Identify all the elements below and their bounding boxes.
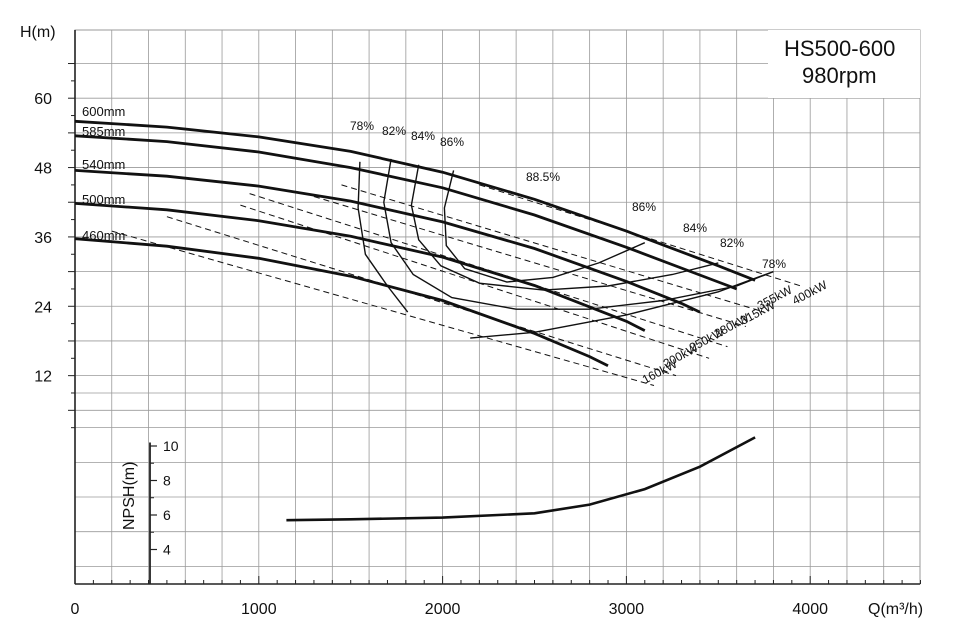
power-line: [166, 216, 677, 377]
efficiency-curves: [357, 158, 774, 339]
x-axis-label: Q(m³/h): [868, 601, 923, 618]
npsh-tick-label: 10: [163, 438, 179, 454]
npsh-section: 4 6 8 10: [149, 436, 756, 584]
npsh-tick-label: 4: [163, 542, 171, 558]
x-tick-label: 4000: [792, 601, 828, 618]
impeller-curve: [74, 237, 609, 368]
impeller-label: 500mm: [82, 192, 125, 207]
title-box: [768, 30, 920, 98]
power-line: [313, 196, 747, 327]
npsh-curve: [286, 436, 756, 522]
y-tick-label: 24: [34, 299, 52, 316]
efficiency-label: 82%: [382, 124, 406, 138]
power-line: [111, 230, 655, 386]
curve-labels: 600mm 585mm 540mm 500mm 460mm 78% 82% 84% 86% 88.…: [82, 104, 830, 387]
x-tick-label: 2000: [425, 601, 461, 618]
y-axis-label: H(m): [20, 24, 56, 41]
efficiency-curve: [470, 270, 774, 339]
impeller-label: 540mm: [82, 157, 125, 172]
npsh-tick-label: 8: [163, 473, 171, 489]
y-tick-label: 12: [34, 369, 52, 386]
efficiency-label: 84%: [683, 221, 707, 235]
efficiency-label: 78%: [762, 257, 786, 271]
impeller-curve: [74, 134, 738, 291]
x-tick-label: 1000: [241, 601, 277, 618]
x-tick-label: 0: [71, 601, 80, 618]
y-tick-label: 48: [34, 161, 52, 178]
y-tick-label: 60: [34, 91, 52, 108]
impeller-curves: [74, 119, 756, 368]
efficiency-curve: [357, 161, 409, 313]
npsh-axis-label: NPSH(m): [121, 462, 138, 530]
impeller-curve: [74, 169, 701, 314]
impeller-label: 600mm: [82, 104, 125, 119]
x-tick-label: 3000: [609, 601, 645, 618]
power-line: [479, 184, 802, 287]
efficiency-curve: [383, 158, 774, 310]
efficiency-label: 78%: [350, 119, 374, 133]
efficiency-curve: [443, 170, 646, 283]
impeller-curve: [74, 202, 646, 332]
efficiency-label: 84%: [411, 129, 435, 143]
grid: [74, 29, 921, 585]
npsh-tick-label: 6: [163, 507, 171, 523]
power-label: 160kW: [640, 356, 680, 386]
impeller-curve: [74, 119, 756, 282]
efficiency-label: 82%: [720, 236, 744, 250]
efficiency-label: 86%: [632, 200, 656, 214]
impeller-label: 585mm: [82, 124, 125, 139]
chart-title: HS500-600: [784, 36, 895, 61]
efficiency-label: 86%: [440, 135, 464, 149]
impeller-label: 460mm: [82, 228, 125, 243]
efficiency-label: 88.5%: [526, 170, 560, 184]
plot-frame: [74, 29, 921, 585]
y-tick-label: 36: [34, 230, 52, 247]
chart-subtitle: 980rpm: [802, 63, 877, 88]
